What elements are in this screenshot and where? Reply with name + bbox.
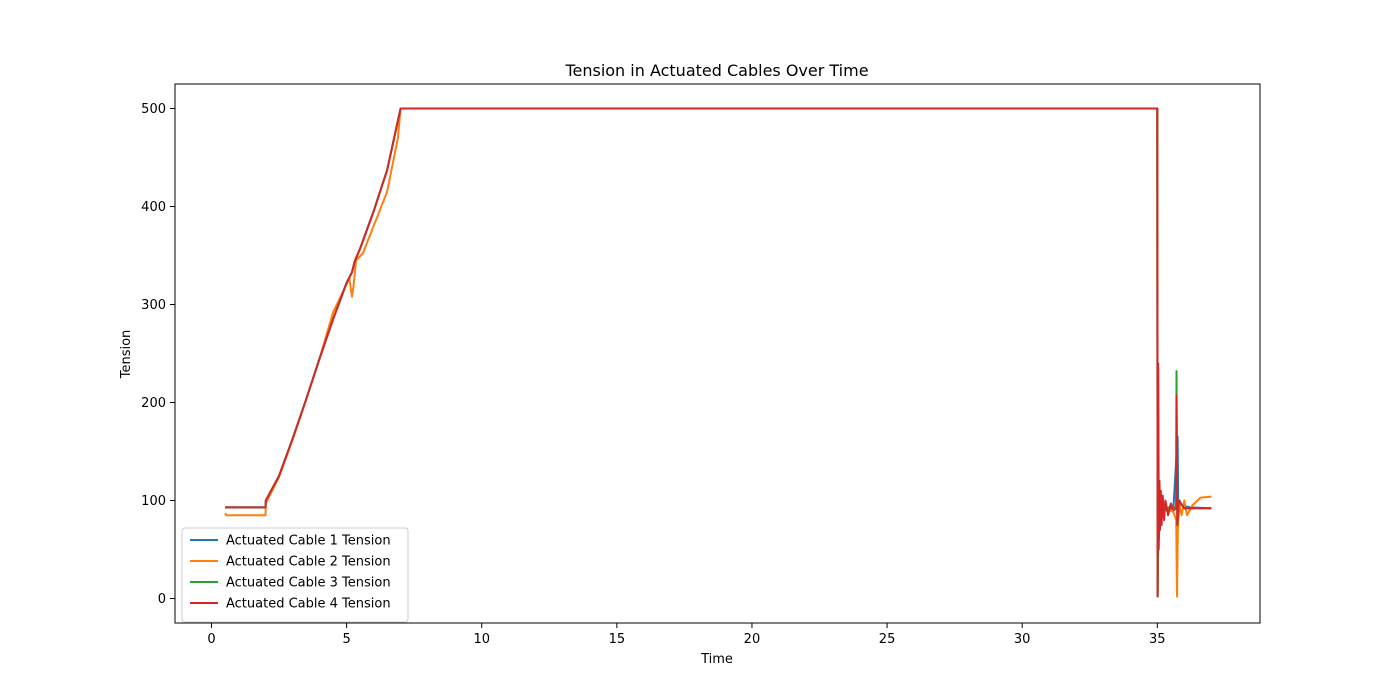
- x-axis: 0 5 10 15 20 25 30 35: [207, 623, 1166, 647]
- legend-label: Actuated Cable 3 Tension: [226, 576, 391, 591]
- x-tick-label: 5: [342, 632, 350, 647]
- x-tick-label: 20: [744, 632, 761, 647]
- legend: Actuated Cable 1 Tension Actuated Cable 2…: [181, 527, 409, 623]
- y-axis: 0 100 200 300 400 500: [141, 102, 175, 607]
- legend-label: Actuated Cable 1 Tension: [226, 534, 391, 549]
- series-layer: [224, 107, 1212, 598]
- legend-label: Actuated Cable 4 Tension: [226, 597, 391, 612]
- y-tick-label: 200: [141, 396, 166, 411]
- y-tick-label: 300: [141, 298, 166, 313]
- x-tick-label: 25: [879, 632, 896, 647]
- legend-label: Actuated Cable 2 Tension: [226, 555, 391, 570]
- series-line-cable-4: [225, 107, 1212, 598]
- x-tick-label: 10: [473, 632, 490, 647]
- y-tick-label: 400: [141, 200, 166, 215]
- chart-title: Tension in Actuated Cables Over Time: [564, 61, 868, 80]
- y-axis-label: Tension: [119, 330, 134, 380]
- y-tick-label: 500: [141, 102, 166, 117]
- x-tick-label: 0: [207, 632, 215, 647]
- legend-box: [181, 527, 409, 623]
- plot-frame: [174, 83, 1261, 624]
- y-tick-label: 0: [158, 592, 166, 607]
- x-tick-label: 30: [1014, 632, 1031, 647]
- x-tick-label: 35: [1149, 632, 1166, 647]
- y-tick-label: 100: [141, 494, 166, 509]
- x-tick-label: 15: [609, 632, 626, 647]
- x-axis-label: Time: [700, 652, 733, 667]
